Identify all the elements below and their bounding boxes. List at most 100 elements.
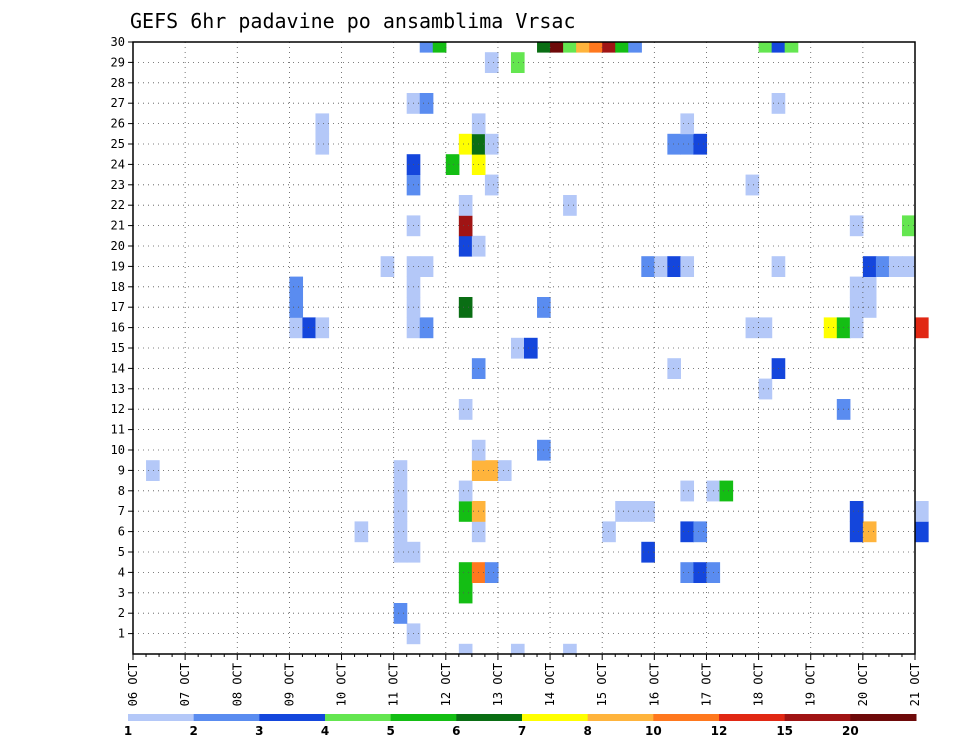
heatmap-cell: [875, 256, 890, 277]
legend-swatch: [193, 714, 260, 721]
heatmap-cell: [550, 42, 564, 53]
legend-label: 1: [124, 724, 132, 738]
heatmap-cell: [458, 480, 473, 502]
x-tick-label: 18 OCT: [752, 663, 766, 706]
x-tick-label: 07 OCT: [178, 663, 192, 706]
heatmap-cell: [888, 256, 903, 277]
y-tick-label: 10: [111, 443, 125, 457]
heatmap-cell: [289, 297, 304, 318]
x-tick-label: 19 OCT: [804, 663, 818, 706]
legend-label: 20: [842, 724, 859, 738]
legend-label: 12: [711, 724, 728, 738]
heatmap-cell: [680, 521, 695, 543]
y-tick-label: 18: [111, 280, 125, 294]
heatmap-cell: [524, 337, 538, 359]
heatmap-cell: [354, 521, 369, 543]
legend-swatch: [587, 714, 654, 721]
heatmap-cell: [419, 317, 434, 339]
heatmap-cell: [615, 42, 629, 53]
legend-swatch: [259, 714, 326, 721]
heatmap-cell: [458, 643, 473, 655]
heatmap-cell: [563, 643, 577, 655]
x-tick-label: 15 OCT: [595, 663, 609, 706]
legend-label: 15: [776, 724, 793, 738]
heatmap-cell: [667, 133, 681, 155]
x-tick-label: 21 OCT: [908, 663, 922, 706]
heatmap-cell: [393, 480, 408, 502]
heatmap-cell: [849, 276, 864, 298]
heatmap-cell: [576, 42, 590, 53]
heatmap-cell: [484, 52, 499, 73]
heatmap-cell: [510, 643, 525, 655]
heatmap-cell: [419, 256, 434, 277]
x-tick-label: 14 OCT: [543, 663, 557, 706]
heatmap-cell: [380, 256, 395, 277]
heatmap-cell: [510, 52, 525, 73]
x-tick-label: 06 OCT: [126, 663, 140, 706]
heatmap-cell: [745, 174, 760, 196]
y-tick-label: 20: [111, 239, 125, 253]
heatmap-cell: [615, 501, 629, 522]
legend-label: 7: [518, 724, 526, 738]
y-tick-label: 25: [111, 137, 125, 151]
legend-label: 4: [321, 724, 329, 738]
heatmap-cell: [693, 562, 708, 583]
heatmap-cell: [445, 154, 460, 175]
heatmap-cell: [458, 215, 473, 237]
y-tick-label: 26: [111, 117, 125, 131]
y-axis-ticks: 1234567891011121314151617181920212223242…: [111, 35, 133, 641]
y-tick-label: 4: [118, 565, 125, 579]
heatmap-cell: [849, 521, 864, 543]
heatmap-cell: [458, 582, 473, 604]
legend-swatch: [390, 714, 457, 721]
heatmap-cell: [680, 480, 695, 502]
heatmap-cell: [393, 541, 408, 563]
heatmap-cell: [849, 317, 864, 339]
heatmap-cell: [458, 235, 473, 257]
y-tick-label: 1: [118, 627, 125, 641]
heatmap-cell: [758, 42, 773, 53]
heatmap-cell: [862, 297, 877, 318]
legend-label: 3: [255, 724, 263, 738]
y-tick-label: 2: [118, 606, 125, 620]
heatmap-cell: [497, 460, 512, 481]
heatmap-cell: [602, 42, 616, 53]
heatmap-cell: [862, 521, 877, 543]
y-tick-label: 17: [111, 300, 125, 314]
heatmap-cell: [745, 317, 760, 339]
y-tick-label: 21: [111, 219, 125, 233]
heatmap-cell: [915, 501, 929, 522]
chart-title: GEFS 6hr padavine po ansamblima Vrsac: [130, 9, 576, 33]
x-tick-label: 09 OCT: [282, 663, 296, 706]
heatmap-cell: [315, 317, 330, 339]
y-tick-label: 11: [111, 423, 125, 437]
legend-swatch: [653, 714, 720, 721]
legend-label: 5: [386, 724, 394, 738]
x-tick-label: 20 OCT: [856, 663, 870, 706]
heatmap-cell: [602, 521, 616, 543]
heatmap-cell: [393, 501, 408, 522]
legend-label: 8: [583, 724, 591, 738]
y-tick-label: 13: [111, 382, 125, 396]
heatmap-cell: [849, 215, 864, 237]
y-tick-label: 8: [118, 484, 125, 498]
heatmap-cell: [680, 256, 695, 277]
heatmap-cell: [654, 256, 668, 277]
heatmap-cell: [302, 317, 317, 339]
heatmap-cell: [393, 460, 408, 481]
heatmap-cell: [315, 113, 330, 135]
heatmap-cell: [484, 562, 499, 583]
heatmap-cell: [315, 133, 330, 155]
y-tick-label: 7: [118, 504, 125, 518]
x-tick-label: 16 OCT: [647, 663, 661, 706]
y-tick-label: 28: [111, 76, 125, 90]
legend-swatch: [719, 714, 786, 721]
legend-swatch: [456, 714, 523, 721]
x-tick-label: 10 OCT: [335, 663, 349, 706]
heatmap-cell: [393, 521, 408, 543]
heatmap-cell: [680, 133, 695, 155]
heatmap-cell: [146, 460, 160, 481]
heatmap-cell: [693, 521, 708, 543]
y-tick-label: 22: [111, 198, 125, 212]
legend-label: 10: [645, 724, 662, 738]
